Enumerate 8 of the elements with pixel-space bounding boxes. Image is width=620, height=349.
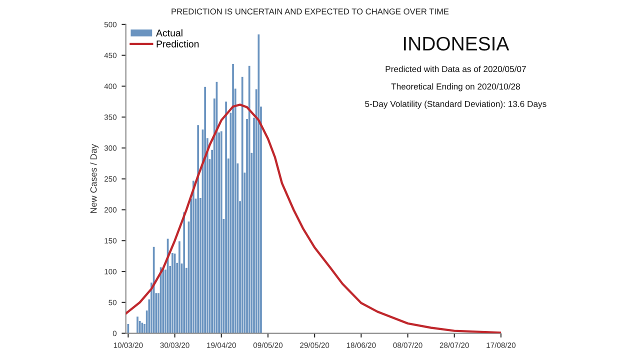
annotation: INDONESIA [404, 36, 510, 51]
legend-label: Prediction [156, 40, 199, 48]
chart-title: PREDICTION IS UNCERTAIN AND EXPECTED TO CHANGE OVER TIME [172, 8, 449, 14]
annotation: 5-Day Volatility (Standard Deviation): 13.6 Days [365, 100, 546, 109]
annotation: Predicted with Data as of 2020/05/07 [386, 66, 526, 72]
y-axis-title: New Cases / Day [90, 144, 99, 213]
annotation: Theoretical Ending on 2020/10/28 [391, 83, 520, 92]
legend-label: Actual [156, 29, 182, 36]
